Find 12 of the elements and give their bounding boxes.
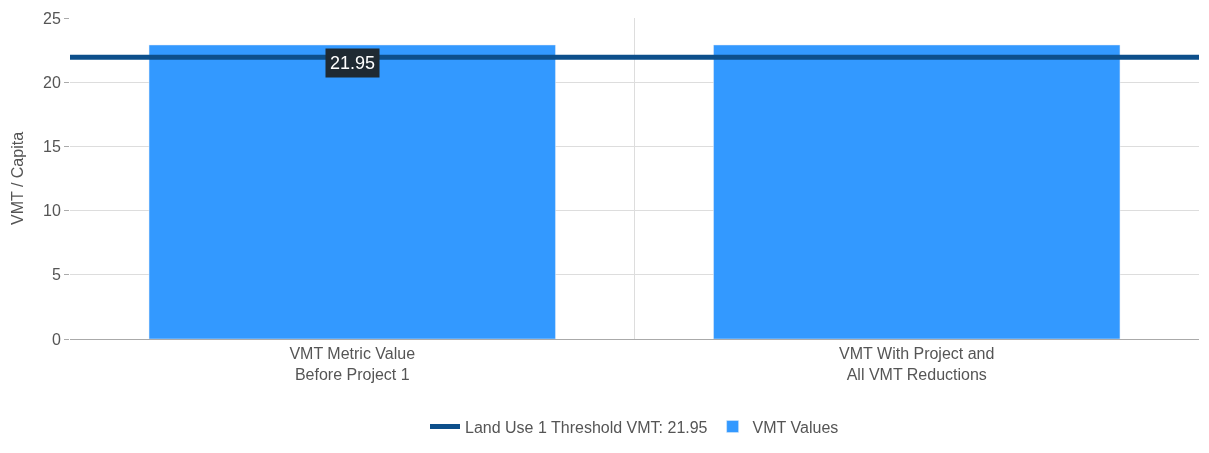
y-tick-label: 25 — [43, 9, 61, 27]
y-tick-label: 20 — [43, 73, 61, 91]
x-tick-label: VMT Metric Value Before Project 1 — [289, 345, 416, 383]
x-tick-label: VMT With Project and All VMT Reductions — [839, 345, 995, 383]
y-tick-label: 10 — [43, 202, 61, 220]
y-tick-label: 15 — [43, 138, 61, 155]
y-tick-label: 0 — [51, 330, 61, 348]
y-axis-title: VMT / Capita — [8, 131, 26, 226]
y-tick-label: 5 — [51, 266, 61, 284]
legend-label: Land Use 1 Threshold VMT: 21.95 — [465, 418, 708, 436]
annotation: 21.95 — [330, 53, 376, 73]
legend-label: VMT Values — [752, 418, 839, 436]
